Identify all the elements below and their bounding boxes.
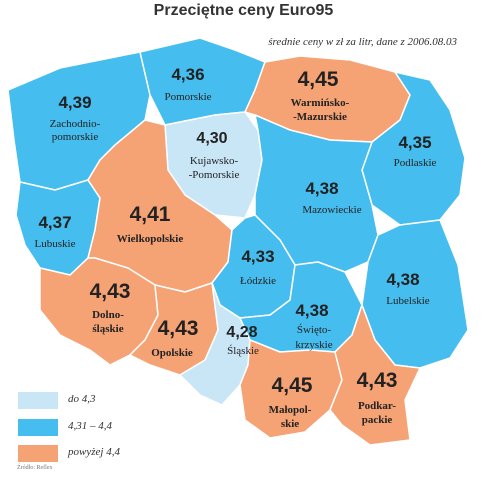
svg-text:śląskie: śląskie (92, 323, 123, 335)
svg-text:Podlaskie: Podlaskie (394, 157, 437, 169)
svg-text:4,45: 4,45 (298, 68, 339, 91)
svg-text:Mazowieckie: Mazowieckie (302, 204, 361, 216)
label-kujawsko-pomorskie: 4,30 Kujawsko- -Pomorskie (189, 130, 240, 181)
svg-text:4,36: 4,36 (171, 65, 204, 84)
svg-text:Kujawsko-: Kujawsko- (190, 155, 239, 167)
svg-text:Warmińsko-: Warmińsko- (291, 97, 350, 109)
region-slaskie (179, 282, 251, 406)
region-malopolskie (239, 339, 343, 439)
label-warminsko-mazurskie: 4,45 Warmińsko- -Mazurskie (291, 68, 350, 123)
label-malopolskie: 4,45 Małopol- skie (269, 374, 313, 430)
svg-text:Dolno-: Dolno- (92, 309, 124, 321)
legend-label-low: do 4,3 (68, 393, 96, 405)
svg-text:Małopol-: Małopol- (269, 404, 312, 416)
label-podlaskie: 4,35 Podlaskie (394, 133, 437, 169)
label-pomorskie: 4,36 Pomorskie (164, 65, 211, 103)
svg-text:pomorskie: pomorskie (52, 131, 99, 143)
svg-text:4,38: 4,38 (386, 270, 419, 289)
svg-text:4,28: 4,28 (226, 324, 257, 341)
label-swietokrzyskie: 4,38 Święto- krzyskie (295, 301, 332, 351)
svg-text:4,39: 4,39 (58, 93, 91, 112)
label-lubelskie: 4,38 Lubelskie (386, 270, 429, 307)
svg-text:Łódzkie: Łódzkie (240, 275, 276, 287)
label-lodzkie: 4,33 Łódzkie (240, 247, 276, 287)
label-dolnoslaskie: 4,43 Dolno- śląskie (90, 280, 131, 335)
svg-text:4,35: 4,35 (398, 133, 431, 152)
svg-text:krzyskie: krzyskie (295, 339, 332, 351)
legend-label-high: powyżej 4,4 (68, 446, 120, 458)
label-podkarpackie: 4,43 Podkar- packie (357, 369, 398, 426)
svg-text:Lubuskie: Lubuskie (35, 238, 76, 250)
svg-text:Pomorskie: Pomorskie (164, 91, 211, 103)
svg-text:4,43: 4,43 (158, 317, 199, 340)
svg-text:4,43: 4,43 (90, 280, 131, 303)
label-slaskie: 4,28 Śląskie (226, 324, 259, 357)
svg-text:4,30: 4,30 (196, 130, 227, 147)
label-lubuskie: 4,37 Lubuskie (35, 213, 76, 250)
svg-text:packie: packie (362, 414, 393, 426)
svg-text:4,43: 4,43 (357, 369, 398, 392)
legend-label-mid: 4,31 – 4,4 (68, 420, 112, 432)
region-lubelskie (361, 219, 469, 369)
svg-text:4,33: 4,33 (241, 247, 274, 266)
svg-text:Lubelskie: Lubelskie (386, 295, 429, 307)
svg-text:4,45: 4,45 (272, 374, 313, 397)
region-podkarpackie (329, 304, 421, 446)
svg-text:4,41: 4,41 (130, 203, 171, 226)
svg-text:skie: skie (281, 418, 299, 430)
svg-text:Wielkopolskie: Wielkopolskie (117, 233, 184, 245)
label-wielkopolskie: 4,41 Wielkopolskie (117, 203, 184, 245)
svg-text:-Mazurskie: -Mazurskie (293, 111, 347, 123)
svg-text:4,38: 4,38 (295, 301, 328, 320)
map-title: Przeciętne ceny Euro95 (153, 2, 334, 19)
svg-text:4,37: 4,37 (38, 213, 71, 232)
legend-swatch-mid (18, 419, 58, 436)
legend-swatch-low (18, 392, 58, 409)
svg-text:Śląskie: Śląskie (227, 345, 259, 357)
source-note: Źródło: Reflex (17, 465, 53, 471)
svg-text:4,38: 4,38 (305, 179, 338, 198)
map-subtitle: średnie ceny w zł za litr, dane z 2006.0… (268, 36, 457, 48)
label-opolskie: 4,43 Opolskie (151, 317, 198, 359)
svg-text:-Pomorskie: -Pomorskie (189, 169, 240, 181)
svg-text:Podkar-: Podkar- (358, 400, 396, 412)
svg-text:Opolskie: Opolskie (151, 347, 193, 359)
legend-swatch-high (18, 445, 58, 462)
svg-text:Święto-: Święto- (297, 324, 332, 336)
label-zachodniopomorskie: 4,39 Zachodnio- pomorskie (50, 93, 101, 143)
label-mazowieckie: 4,38 Mazowieckie (302, 179, 361, 216)
svg-text:Zachodnio-: Zachodnio- (50, 118, 101, 130)
